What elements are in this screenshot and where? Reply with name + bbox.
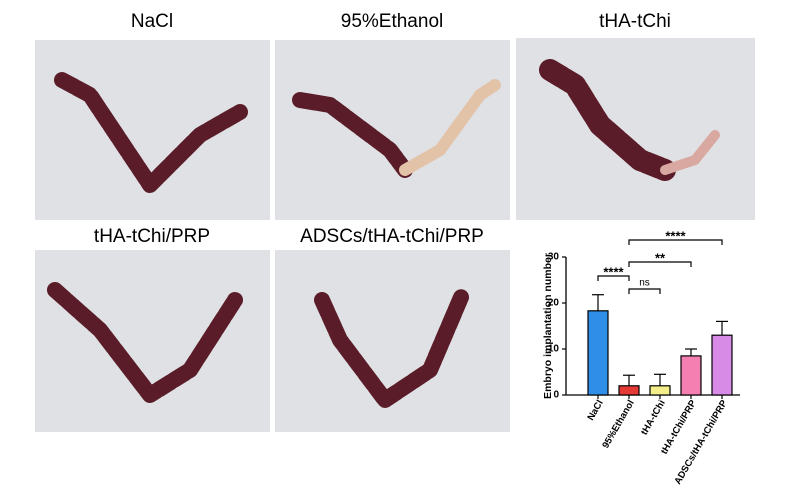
photo — [35, 40, 270, 220]
significance-label: ** — [655, 250, 666, 265]
significance-bracket — [628, 239, 723, 245]
panel-title: ADSCs/tHA-tChi/PRP — [300, 226, 484, 247]
x-tick-label: NaCl — [585, 398, 605, 422]
photo — [275, 40, 510, 220]
photo — [35, 250, 270, 432]
uterus-image — [292, 92, 413, 178]
photo-panel: tHA-tChi — [516, 11, 755, 220]
photo — [275, 250, 510, 432]
photo-panel: NaCl — [35, 11, 270, 220]
bar — [618, 385, 640, 396]
y-axis-label: Embryo implantation number — [542, 253, 554, 399]
uterus-image — [54, 72, 248, 193]
significance-bracket — [597, 275, 630, 281]
x-tick-label: tHA-tChi — [639, 398, 668, 437]
significance-label: **** — [665, 228, 686, 243]
significance-bracket — [628, 288, 661, 294]
bar — [649, 385, 671, 396]
y-tick-label: 10 — [548, 344, 560, 355]
y-tick-label: 0 — [553, 390, 559, 401]
y-tick-label: 30 — [548, 252, 560, 263]
uterus-image — [399, 79, 501, 176]
x-tick-label: 95%Ethanol — [600, 398, 636, 450]
uterus-image — [314, 287, 470, 408]
panel-title: NaCl — [131, 11, 173, 32]
bar — [587, 310, 609, 396]
panel-title: tHA-tChi/PRP — [94, 226, 210, 247]
panel-title: tHA-tChi — [599, 11, 671, 32]
uterus-image — [47, 282, 243, 403]
photo-panel: tHA-tChi/PRP — [35, 226, 270, 432]
photo-panel: 95%Ethanol — [275, 11, 510, 220]
bar — [711, 334, 733, 396]
significance-bracket — [628, 261, 692, 267]
photo-panel: ADSCs/tHA-tChi/PRP — [275, 226, 510, 432]
y-tick-label: 20 — [548, 298, 560, 309]
uterus-image — [660, 130, 720, 175]
bar — [680, 355, 702, 396]
significance-label: ns — [639, 278, 650, 289]
significance-label: **** — [603, 264, 624, 279]
uterus-image — [539, 59, 676, 181]
bar-chart: Embryo implantation number 0 10 20 30 NaCl95… — [542, 228, 740, 486]
panel-title: 95%Ethanol — [341, 11, 443, 32]
